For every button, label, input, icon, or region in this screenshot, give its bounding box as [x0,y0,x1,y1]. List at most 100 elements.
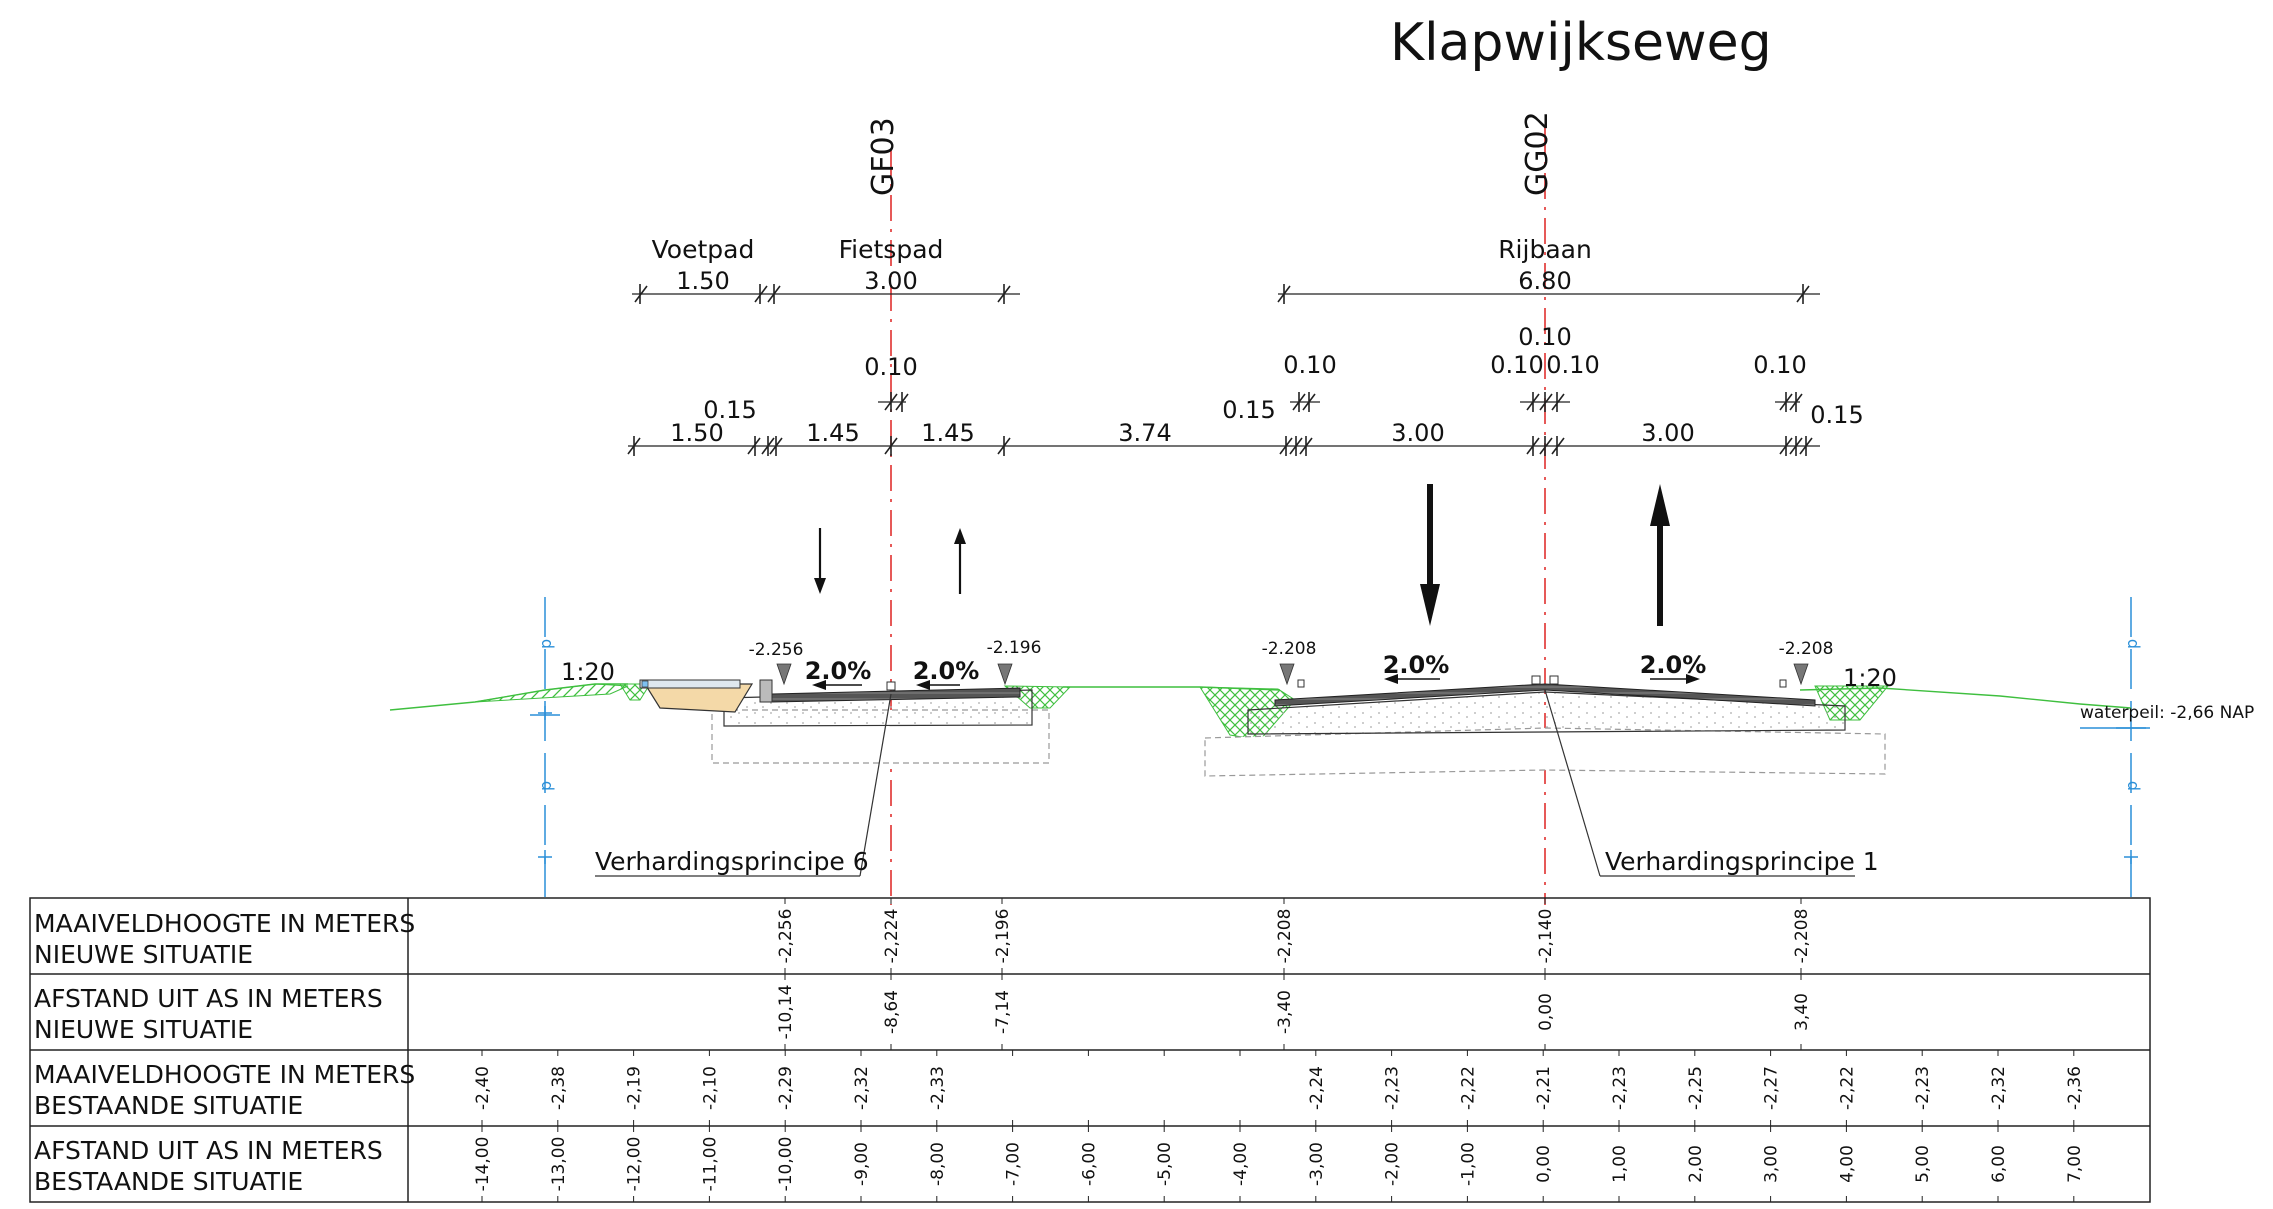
level-fp-left: -2.256 [749,640,804,660]
table-cell-value: -2,22 [1458,1066,1478,1110]
arrow-down-icon [814,528,826,594]
footpath-cyclepath-structure [639,679,1050,764]
table-row-1-label-2: NIEUWE SITUATIE [34,940,253,969]
table-cell-value: -2,224 [882,909,902,964]
axis-label-gg02: GG02 [1520,111,1555,196]
pile-markers [530,597,2146,900]
dim-rijbaan-value: 6.80 [1518,267,1571,295]
dim-3-00-right: 3.00 [1641,419,1694,447]
table-cell-value: -2,196 [993,909,1013,964]
table-cell-value: -10,14 [776,985,796,1040]
dim-1-50: 1.50 [670,419,723,447]
dim-rijbaan-name: Rijbaan [1498,235,1592,264]
table-cell-value: -2,22 [1837,1066,1857,1110]
table-cell-value: -12,00 [625,1137,645,1192]
dim-fietspad-value: 3.00 [864,267,917,295]
table-cell-value: -2,10 [700,1066,720,1110]
table-cell-value: -2,140 [1536,909,1556,964]
dim-1-45-right: 1.45 [921,419,974,447]
waterpeil-label: waterpeil: -2,66 NAP [2080,703,2254,723]
table-cell-value: -9,00 [852,1142,872,1186]
table-cell-value: -2,19 [625,1066,645,1110]
slope-fp-left: 2.0% [805,657,872,690]
level-rb-left: -2.208 [1262,639,1317,659]
table-cell-value: -2,21 [1534,1066,1554,1110]
slope-fp-right: 2.0% [913,657,980,690]
table-cell-value: -2,32 [852,1066,872,1110]
table-row-1-label-1: MAAIVELDHOOGTE IN METERS [34,909,415,938]
table-cell-value: -7,14 [993,990,1013,1034]
table-cell-value: -2,27 [1762,1066,1782,1110]
dimension-line-detail [627,392,1820,456]
level-fp-right: -2.196 [987,638,1042,658]
dim-0-15-left: 0.15 [703,396,756,424]
table-cell-value: -4,00 [1231,1142,1251,1186]
dim-0-10-rb-right: 0.10 [1753,351,1806,379]
table-cell-value: -2,23 [1610,1066,1630,1110]
level-rb-right: -2.208 [1779,639,1834,659]
dim-1-45-left: 1.45 [806,419,859,447]
table-cell-value: 2,00 [1686,1145,1706,1183]
table-cell-value: -2,40 [473,1066,493,1110]
table-cell-value: -2,23 [1383,1066,1403,1110]
table-cell-value: 0,00 [1536,993,1556,1031]
pile-marker-label: p [536,639,555,649]
table-cell-value: -11,00 [700,1137,720,1192]
dimension-line-top [632,284,1820,304]
slope-rb-left-label: 2.0% [1383,651,1450,679]
slope-label-right: 1:20 [1843,664,1897,692]
table-cell-value: -2,208 [1792,909,1812,964]
dim-0-15-rb-right: 0.15 [1810,401,1863,429]
pile-marker-label: p [536,781,555,791]
drawing-title: Klapwijkseweg [1390,13,1772,73]
table-cell-value: -2,38 [549,1066,569,1110]
table-cell-value: -2,24 [1307,1066,1327,1110]
callout-right: Verhardingsprincipe 1 [1544,689,1879,877]
direction-arrows [814,484,1670,626]
table-cell-value: -3,40 [1275,990,1295,1034]
dim-0-15-rb-left: 0.15 [1222,396,1275,424]
dim-voetpad-name: Voetpad [652,235,755,264]
dim-3-00-left: 3.00 [1391,419,1444,447]
table-cell-value: -3,00 [1307,1142,1327,1186]
pile-marker-label: p [2122,781,2141,791]
dim-0-10-center-top: 0.10 [1518,323,1571,351]
table-cell-value: -2,208 [1275,909,1295,964]
slope-fp-right-label: 2.0% [913,657,980,685]
slope-rb-right: 2.0% [1640,651,1706,684]
dim-0-10-center-left: 0.10 [1490,351,1543,379]
table-cell-value: -13,00 [549,1137,569,1192]
table-cell-value: -6,00 [1079,1142,1099,1186]
table-cell-value: 3,00 [1762,1145,1782,1183]
dim-fietspad-name: Fietspad [839,235,944,264]
table-cell-value: 7,00 [2065,1145,2085,1183]
profile-table: MAAIVELDHOOGTE IN METERS NIEUWE SITUATIE… [29,897,2151,1203]
dim-0-10-fiets: 0.10 [864,353,917,381]
table-cell-value: -2,29 [776,1066,796,1110]
slope-rb-left: 2.0% [1383,651,1450,684]
table-cell-value: -2,36 [2065,1066,2085,1110]
table-cell-value: -8,64 [882,990,902,1034]
table-row-4-label-1: AFSTAND UIT AS IN METERS [34,1136,383,1165]
table-row-3-label-1: MAAIVELDHOOGTE IN METERS [34,1060,415,1089]
axis-label-gf03: GF03 [866,117,901,196]
slope-label-left: 1:20 [561,658,615,686]
level-markers [776,663,1809,686]
table-cell-value: -5,00 [1155,1142,1175,1186]
slope-fp-left-label: 2.0% [805,657,872,685]
table-cell-value: -2,25 [1686,1066,1706,1110]
dim-3-74: 3.74 [1118,419,1171,447]
table-cell-value: -2,256 [776,909,796,964]
callout-right-label: Verhardingsprincipe 1 [1605,847,1879,876]
table-cell-value: 1,00 [1610,1145,1630,1183]
axis-gg02: GG02 [1520,111,1555,905]
table-cell-value: 3,40 [1792,993,1812,1031]
table-cell-value: -2,33 [928,1066,948,1110]
axis-gf03: GF03 [866,117,901,905]
dim-voetpad-value: 1.50 [676,267,729,295]
table-cell-value: -8,00 [928,1142,948,1186]
dim-0-10-center-right: 0.10 [1546,351,1599,379]
table-cell-value: -2,00 [1383,1142,1403,1186]
table-cell-value: -1,00 [1458,1142,1478,1186]
